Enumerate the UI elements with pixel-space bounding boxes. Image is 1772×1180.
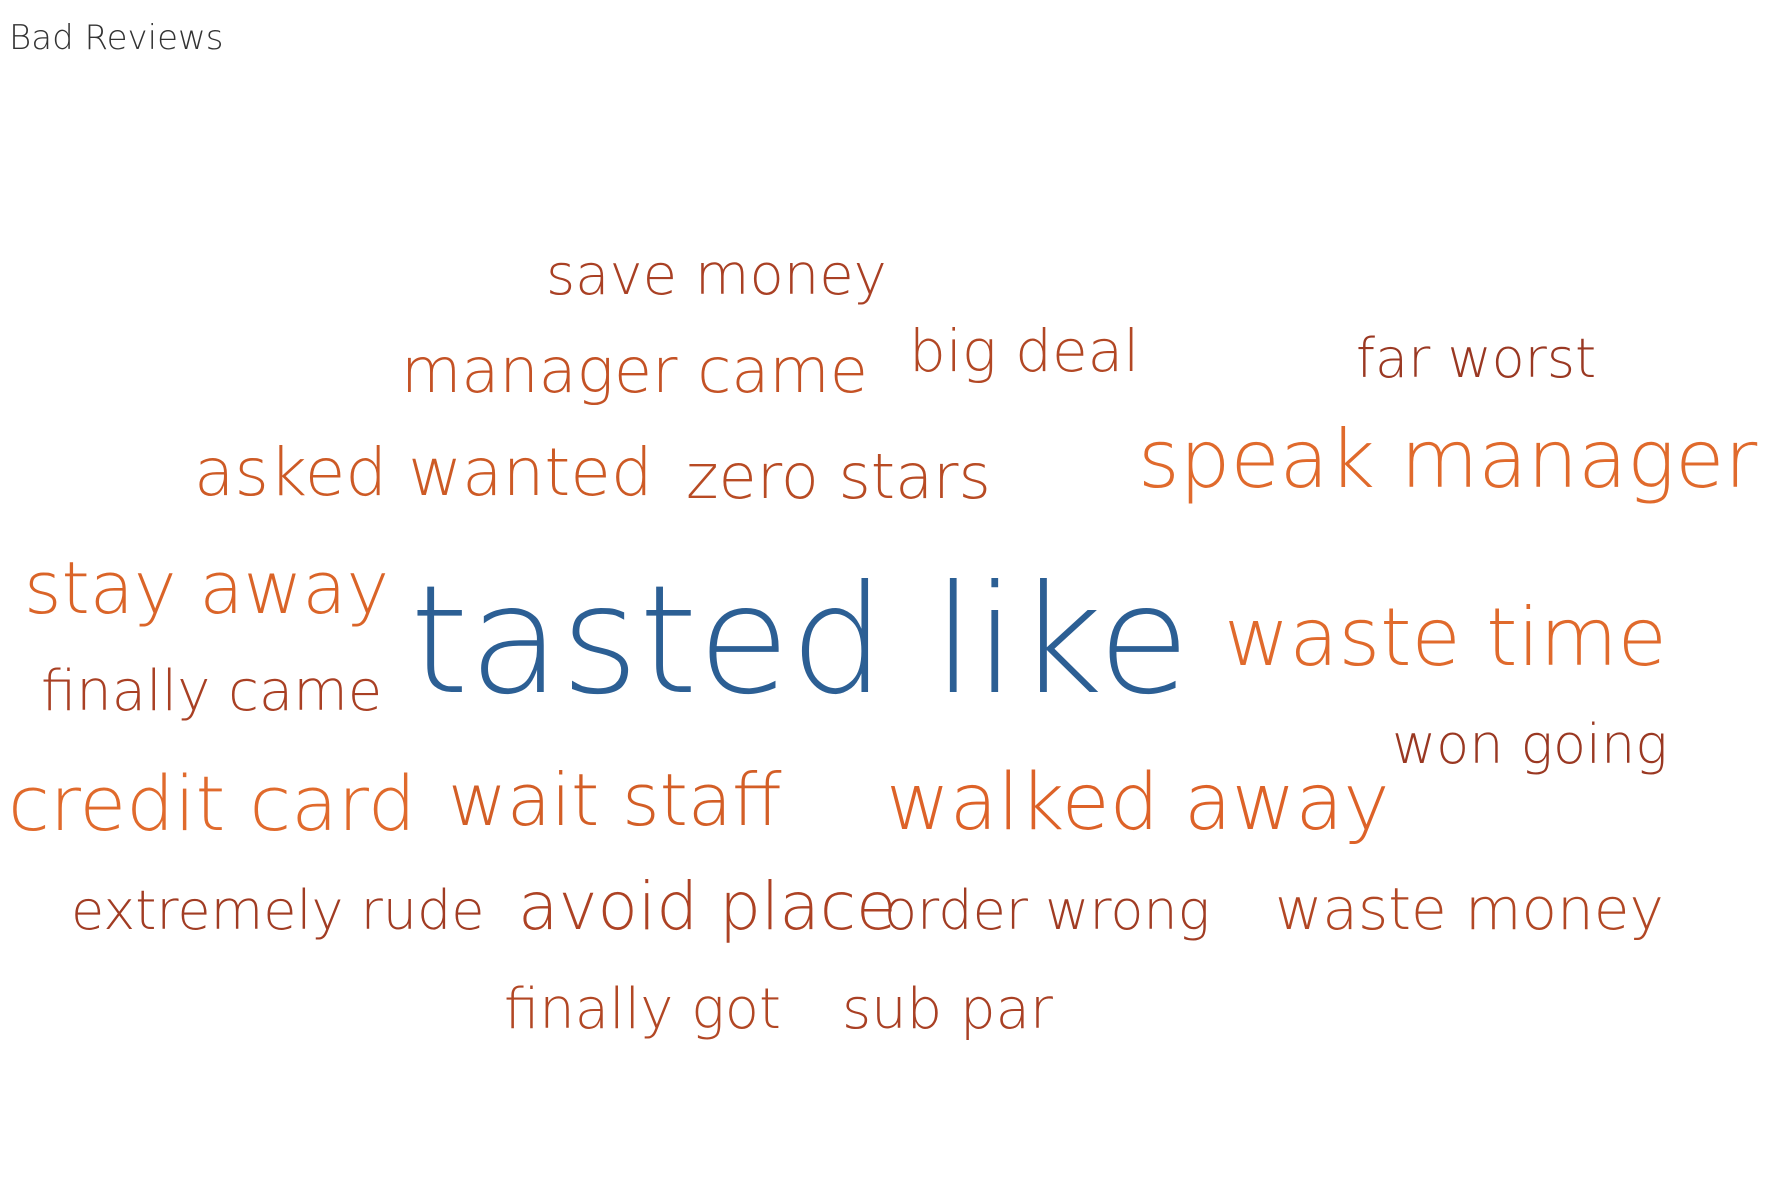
word-asked-wanted: asked wanted: [194, 434, 653, 511]
word-extremely-rude: extremely rude: [71, 879, 485, 942]
word-credit-card: credit card: [8, 759, 416, 848]
word-speak-manager: speak manager: [1138, 413, 1758, 506]
word-save-money: save money: [546, 243, 887, 308]
word-far-worst: far worst: [1356, 327, 1597, 390]
word-sub-par: sub par: [842, 977, 1053, 1042]
word-finally-came: finally came: [41, 659, 383, 724]
word-tasted-like: tasted like: [410, 554, 1191, 728]
word-order-wrong: order wrong: [884, 879, 1211, 942]
word-zero-stars: zero stars: [686, 440, 991, 513]
word-walked-away: walked away: [886, 758, 1390, 848]
word-finally-got: finally got: [504, 977, 781, 1042]
word-won-going: won going: [1392, 713, 1668, 776]
word-waste-time: waste time: [1224, 591, 1667, 684]
word-big-deal: big deal: [909, 317, 1140, 385]
word-waste-money: waste money: [1275, 875, 1664, 943]
word-stay-away: stay away: [24, 546, 390, 630]
word-wait-staff: wait staff: [448, 758, 782, 842]
chart-title: Bad Reviews: [9, 18, 224, 58]
word-avoid-place: avoid place: [518, 868, 897, 945]
word-manager-came: manager came: [401, 334, 868, 407]
